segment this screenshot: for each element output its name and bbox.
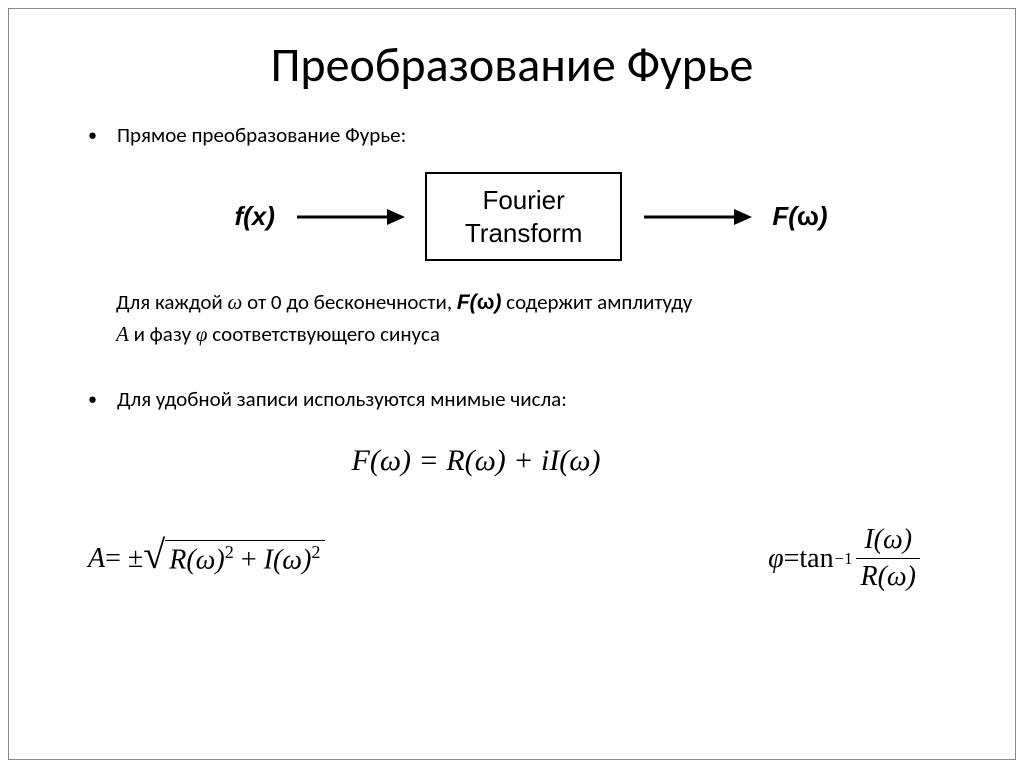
slide-border (8, 8, 1016, 760)
sqrt-icon: √ (143, 531, 165, 578)
